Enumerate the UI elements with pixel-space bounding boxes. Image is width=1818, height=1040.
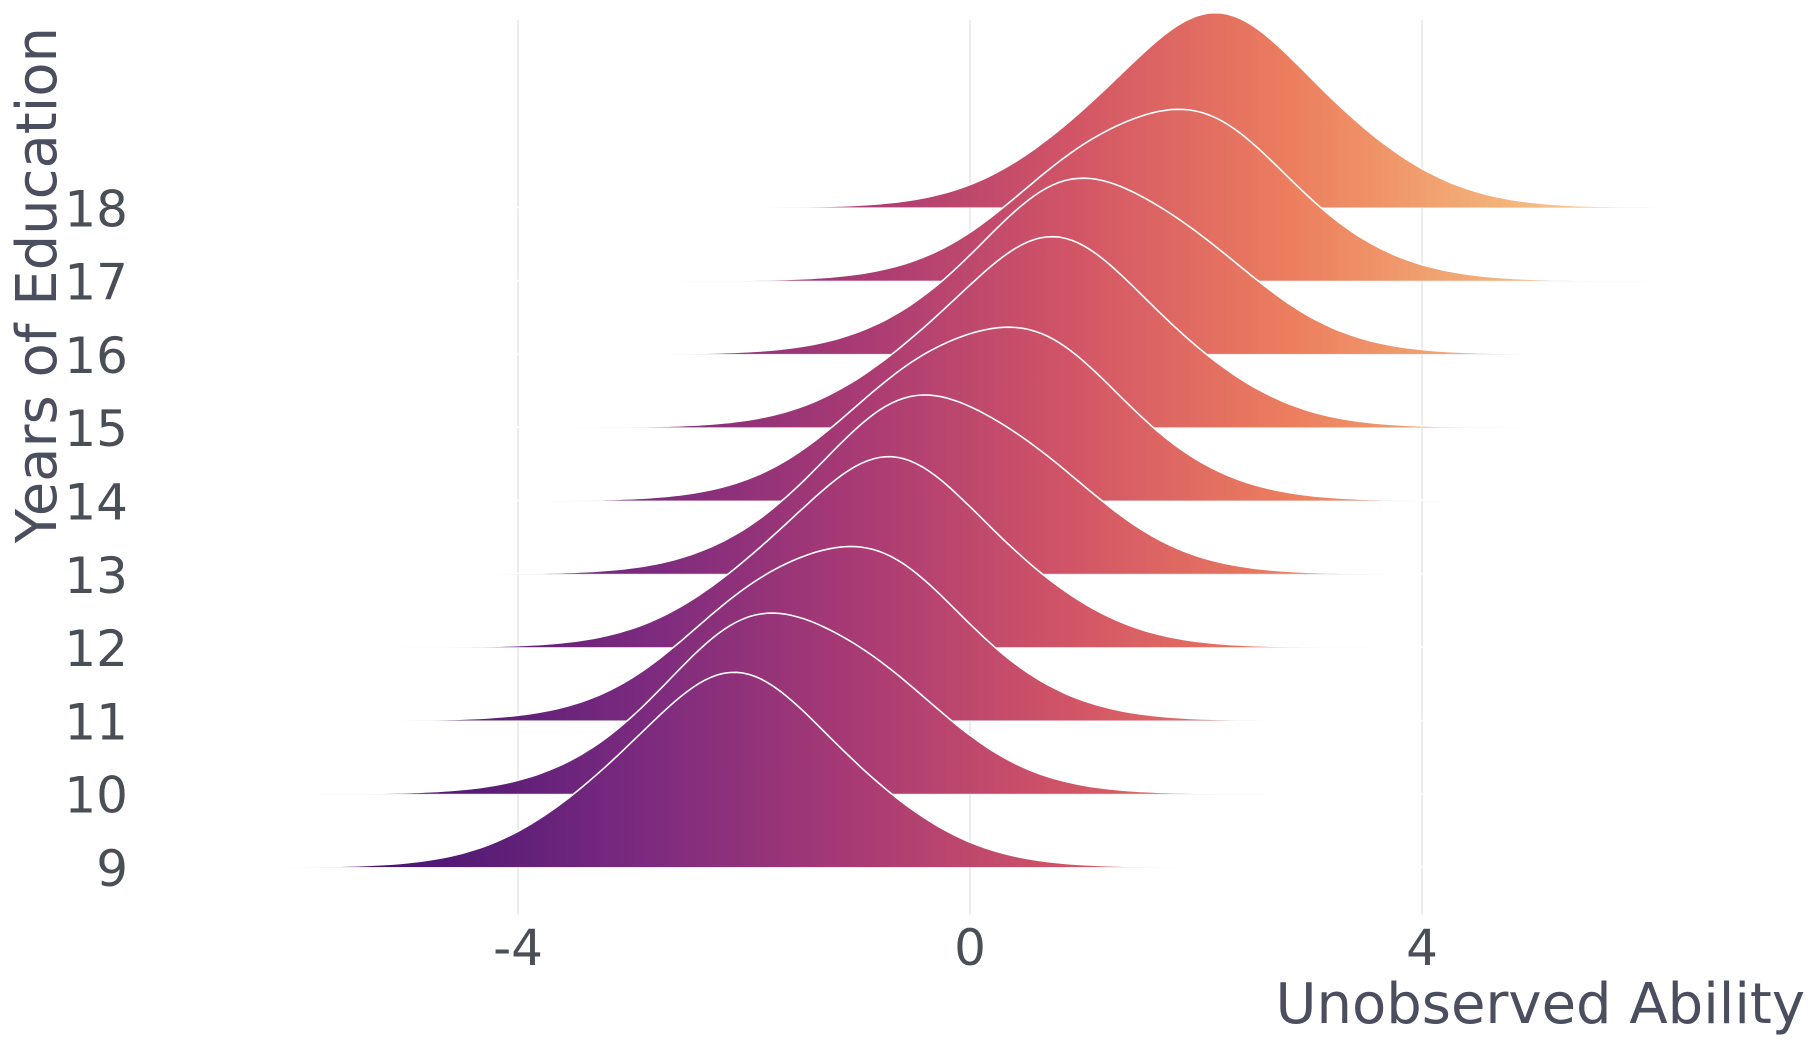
- ridge-outline-10: [201, 612, 1818, 795]
- ridge-area-9: [201, 672, 1818, 867]
- y-tick-label: 10: [64, 767, 128, 825]
- ridge-outline-11: [201, 545, 1818, 722]
- ridge-outline-17: [201, 108, 1818, 282]
- ridge-outline-9: [201, 671, 1818, 868]
- ridge-area-12: [201, 456, 1818, 648]
- x-tick-label: 0: [954, 919, 986, 977]
- ridge-outline-18: [201, 11, 1818, 209]
- x-axis-title: Unobserved Ability: [1275, 972, 1805, 1037]
- y-axis-title: Years of Education: [5, 27, 70, 544]
- y-tick-labels: 9 10 11 12 13 14 15 16 17 18: [64, 180, 128, 898]
- y-tick-label: 9: [96, 840, 128, 898]
- y-tick-label: 18: [64, 180, 128, 238]
- ridge-area-18: [201, 12, 1818, 208]
- ridge-outline-14: [201, 326, 1818, 502]
- ridge-area-10: [201, 613, 1818, 794]
- y-tick-label: 17: [64, 254, 128, 312]
- ridge-area-13: [201, 395, 1818, 574]
- y-tick-label: 15: [64, 400, 128, 458]
- ridge-area-14: [201, 327, 1818, 501]
- y-tick-label: 16: [64, 327, 128, 385]
- ridge-outline-13: [201, 394, 1818, 575]
- x-tick-label: 4: [1406, 919, 1438, 977]
- ridge-outline-12: [201, 455, 1818, 648]
- ridges: [201, 11, 1818, 868]
- y-tick-label: 13: [64, 547, 128, 605]
- ridge-outline-15: [201, 235, 1818, 428]
- ridge-outline-16: [201, 177, 1818, 355]
- y-tick-label: 11: [64, 693, 128, 751]
- x-tick-label: -4: [493, 919, 543, 977]
- x-tick-labels: -4 0 4: [493, 919, 1438, 977]
- ridge-area-11: [201, 546, 1818, 721]
- y-tick-label: 14: [64, 474, 128, 532]
- y-tick-label: 12: [64, 620, 128, 678]
